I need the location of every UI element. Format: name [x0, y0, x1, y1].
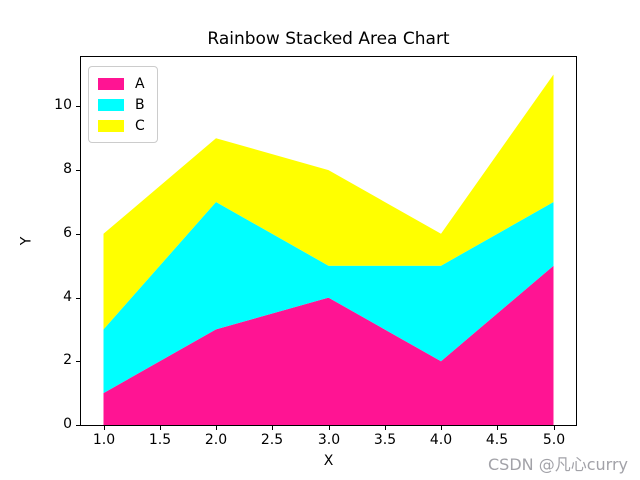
- y-axis-label: Y: [18, 236, 35, 246]
- y-tick-mark: [76, 170, 80, 171]
- legend-entry-B: B: [98, 94, 145, 115]
- area-series-A: [103, 265, 554, 425]
- y-tick-label: 10: [54, 97, 72, 113]
- x-tick-mark: [497, 426, 498, 430]
- x-tick-mark: [216, 426, 217, 430]
- legend-label-A: A: [135, 75, 145, 92]
- legend-label-C: C: [135, 117, 145, 134]
- x-tick-mark: [329, 426, 330, 430]
- x-tick-label: 3.0: [317, 432, 341, 448]
- legend-entry-C: C: [98, 115, 145, 136]
- x-tick-mark: [385, 426, 386, 430]
- watermark: CSDN @凡心curry: [488, 455, 628, 474]
- legend-entry-A: A: [98, 73, 145, 94]
- x-tick-mark: [441, 426, 442, 430]
- y-tick-label: 8: [63, 161, 72, 177]
- y-tick-mark: [76, 361, 80, 362]
- x-tick-label: 5.0: [542, 432, 566, 448]
- stacked-area-svg: [103, 74, 554, 425]
- x-tick-mark: [104, 426, 105, 430]
- x-tick-label: 4.5: [485, 432, 509, 448]
- legend-swatch-A: [98, 77, 124, 90]
- x-axis-label: X: [323, 453, 334, 469]
- y-tick-label: 6: [63, 225, 72, 241]
- y-tick-mark: [76, 425, 80, 426]
- legend-swatch-B: [98, 98, 124, 111]
- x-tick-mark: [272, 426, 273, 430]
- x-tick-label: 4.0: [429, 432, 453, 448]
- y-tick-mark: [76, 298, 80, 299]
- x-tick-label: 2.5: [260, 432, 284, 448]
- x-tick-label: 2.0: [204, 432, 228, 448]
- area-series-C: [103, 74, 554, 330]
- y-tick-label: 2: [63, 352, 72, 368]
- x-tick-label: 3.5: [373, 432, 397, 448]
- x-tick-mark: [160, 426, 161, 430]
- y-tick-label: 4: [63, 289, 72, 305]
- x-tick-mark: [554, 426, 555, 430]
- x-tick-label: 1.5: [148, 432, 172, 448]
- y-tick-label: 0: [63, 416, 72, 432]
- legend-label-B: B: [135, 96, 145, 113]
- y-tick-mark: [76, 106, 80, 107]
- legend-swatch-C: [98, 119, 124, 132]
- y-tick-mark: [76, 234, 80, 235]
- area-series-B: [103, 202, 554, 394]
- x-tick-label: 1.0: [92, 432, 116, 448]
- chart-title: Rainbow Stacked Area Chart: [207, 29, 450, 49]
